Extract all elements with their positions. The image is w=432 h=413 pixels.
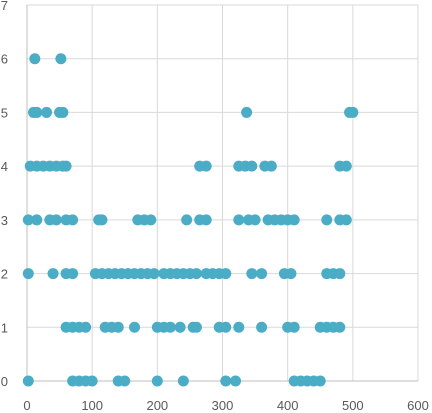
data-point [265,160,277,172]
data-point [256,268,268,280]
x-tick-label: 0 [23,398,30,413]
y-tick-label: 5 [1,105,8,120]
x-tick-labels: 0 100 200 300 400 500 600 [23,398,428,413]
y-tick-label: 0 [1,374,8,389]
data-point [200,214,212,226]
y-tick-label: 4 [1,159,8,174]
data-points [22,53,359,387]
data-point [177,375,189,387]
data-point [334,321,346,333]
data-point [67,268,79,280]
data-point [340,214,352,226]
x-tick-label: 500 [342,398,364,413]
data-point [29,53,41,65]
gridlines [27,4,419,381]
data-point [86,375,98,387]
data-point [22,214,34,226]
data-point [246,160,258,172]
data-point [190,268,202,280]
data-point [80,321,92,333]
data-point [50,214,62,226]
data-point [119,375,131,387]
data-point [233,321,245,333]
y-tick-label: 3 [1,213,8,228]
data-point [57,106,69,118]
data-point [112,321,124,333]
data-point [220,375,232,387]
data-point [148,268,160,280]
data-point [181,214,193,226]
y-tick-label: 2 [1,267,8,282]
data-point [220,321,232,333]
data-point [220,268,232,280]
data-point [164,321,176,333]
x-tick-label: 300 [212,398,234,413]
data-point [340,160,352,172]
x-tick-label: 600 [407,398,429,413]
data-point [129,321,141,333]
x-tick-label: 100 [81,398,103,413]
data-point [256,321,268,333]
data-point [288,321,300,333]
data-point [22,375,34,387]
data-point [347,106,359,118]
data-point [334,268,346,280]
data-point [55,53,67,65]
data-point [31,106,43,118]
data-point [67,214,79,226]
data-point [230,375,242,387]
data-point [60,160,72,172]
data-point [233,214,245,226]
data-point [22,268,34,280]
data-point [321,214,333,226]
data-point [96,214,108,226]
x-tick-label: 400 [277,398,299,413]
data-point [246,268,258,280]
y-tick-labels: 0 1 2 3 4 5 6 7 [1,0,8,389]
y-tick-label: 6 [1,52,8,67]
data-point [145,214,157,226]
y-tick-label: 7 [1,0,8,13]
data-point [288,214,300,226]
data-point [41,106,53,118]
data-point [241,106,253,118]
data-point [285,268,297,280]
data-point [31,214,43,226]
data-point [190,321,202,333]
data-point [174,321,186,333]
data-point [47,268,59,280]
y-tick-label: 1 [1,320,8,335]
data-point [314,375,326,387]
data-point [200,160,212,172]
x-tick-label: 200 [146,398,168,413]
data-point [249,214,261,226]
data-point [151,375,163,387]
